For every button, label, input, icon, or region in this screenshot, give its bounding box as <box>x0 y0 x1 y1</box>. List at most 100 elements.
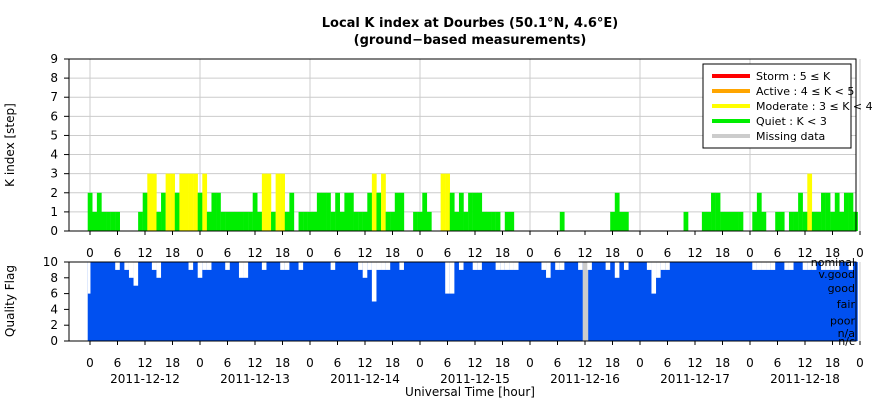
q-dip <box>87 262 91 294</box>
k-bar <box>161 192 166 231</box>
q-dip <box>656 262 661 278</box>
k-x-tick-label: 18 <box>275 246 290 260</box>
q-dip <box>605 262 611 270</box>
k-bar <box>243 211 249 231</box>
k-x-tick-label: 0 <box>196 246 204 260</box>
q-dip <box>766 262 771 270</box>
k-bar <box>413 211 418 231</box>
q-dip <box>500 262 505 270</box>
k-bar <box>779 211 785 231</box>
k-bar <box>202 173 208 231</box>
q-dip <box>243 262 249 278</box>
q-x-tick-label: 6 <box>114 356 122 370</box>
k-bar <box>706 211 712 231</box>
q-dip <box>756 262 762 270</box>
k-y-tick-label: 1 <box>50 205 58 219</box>
q-dip <box>445 262 450 294</box>
k-bar <box>156 211 162 231</box>
q-dip <box>665 262 670 270</box>
k-x-tick-label: 18 <box>715 246 730 260</box>
q-dip <box>830 262 835 270</box>
q-dip <box>614 262 620 278</box>
k-y-tick-label: 4 <box>50 148 58 162</box>
k-bar <box>802 211 808 231</box>
k-bar <box>623 211 629 231</box>
q-dip <box>546 262 551 278</box>
k-x-tick-label: 0 <box>856 246 864 260</box>
q-x-tick-label: 18 <box>165 356 180 370</box>
k-bar <box>275 173 281 231</box>
k-bar <box>339 211 345 231</box>
q-dip <box>156 262 162 278</box>
legend: Storm : 5 ≤ K Active : 4 ≤ K < 5 Moderat… <box>702 63 873 149</box>
k-y-tick-label: 8 <box>50 71 58 85</box>
q-category-label: nominal <box>811 256 855 269</box>
q-dip <box>399 262 404 270</box>
k-x-tick-label: 6 <box>334 246 342 260</box>
q-x-tick-label: 18 <box>495 356 510 370</box>
k-bar <box>445 173 450 231</box>
k-x-tick-label: 0 <box>416 246 424 260</box>
q-y-tick-label: 0 <box>50 334 58 348</box>
k-bar <box>614 192 620 231</box>
k-bar <box>371 173 377 231</box>
k-bar <box>711 192 716 231</box>
q-x-tick-label: 12 <box>357 356 372 370</box>
q-x-axis: 0 6 12 18 0 6 12 18 0 6 12 18 0 6 12 18 0 6 12 18 0 6 12 18 0 6 12… <box>86 341 864 370</box>
q-missing-gap <box>582 262 589 341</box>
k-bar <box>316 192 322 231</box>
q-dip <box>284 262 290 270</box>
q-y-axis-label: Quality Flag <box>3 265 17 337</box>
q-x-tick-label: 12 <box>137 356 152 370</box>
k-bar <box>335 192 340 231</box>
k-x-tick-label: 18 <box>385 246 400 260</box>
q-date-label: 2011-12-12 <box>110 372 180 386</box>
k-bar <box>440 173 446 231</box>
q-dip <box>784 262 789 270</box>
k-bar <box>344 192 350 231</box>
k-x-axis: 0 6 12 18 0 6 12 18 0 6 12 18 0 6 12 18 0 6 12 18 0 6 12 18 0 6 12… <box>86 231 864 260</box>
q-dip <box>623 262 629 270</box>
k-x-tick-label: 18 <box>495 246 510 260</box>
q-dip <box>298 262 304 270</box>
k-x-tick-label: 12 <box>357 246 372 260</box>
q-fill <box>87 262 858 341</box>
q-date-label: 2011-12-18 <box>770 372 840 386</box>
k-bar <box>211 192 217 231</box>
k-bar <box>106 211 111 231</box>
q-dip <box>225 262 230 270</box>
q-dip <box>761 262 767 270</box>
k-x-tick-label: 0 <box>746 246 754 260</box>
k-y-tick-label: 5 <box>50 128 58 142</box>
k-x-tick-label: 12 <box>797 246 812 260</box>
q-x-tick-label: 18 <box>275 356 290 370</box>
k-bar <box>422 192 428 231</box>
k-bar <box>280 173 285 231</box>
k-bar <box>394 192 400 231</box>
k-bar <box>458 192 464 231</box>
k-bar <box>816 211 822 231</box>
q-x-tick-label: 0 <box>636 356 644 370</box>
q-x-tick-label: 0 <box>746 356 754 370</box>
k-x-tick-label: 6 <box>444 246 452 260</box>
q-category-label: n/a <box>838 327 855 340</box>
q-dip <box>788 262 794 270</box>
q-dip <box>358 262 363 270</box>
k-bar <box>165 173 171 231</box>
q-x-tick-label: 0 <box>526 356 534 370</box>
q-date-labels: 2011-12-12 2011-12-13 2011-12-14 2011-12-15… <box>110 372 840 386</box>
k-y-axis: 0 1 2 3 4 5 6 7 8 9 <box>50 52 69 238</box>
k-x-tick-label: 18 <box>825 246 840 260</box>
k-x-tick-label: 12 <box>137 246 152 260</box>
k-bar <box>142 192 148 231</box>
q-x-tick-label: 18 <box>605 356 620 370</box>
q-dip <box>151 262 157 270</box>
q-x-tick-label: 6 <box>444 356 452 370</box>
q-dip <box>509 262 514 270</box>
q-dip <box>504 262 510 270</box>
k-bar <box>376 192 382 231</box>
k-bar <box>426 211 432 231</box>
k-bar <box>362 211 368 231</box>
q-date-label: 2011-12-15 <box>440 372 510 386</box>
q-y-axis: 0 2 46 8 10 <box>43 255 69 348</box>
